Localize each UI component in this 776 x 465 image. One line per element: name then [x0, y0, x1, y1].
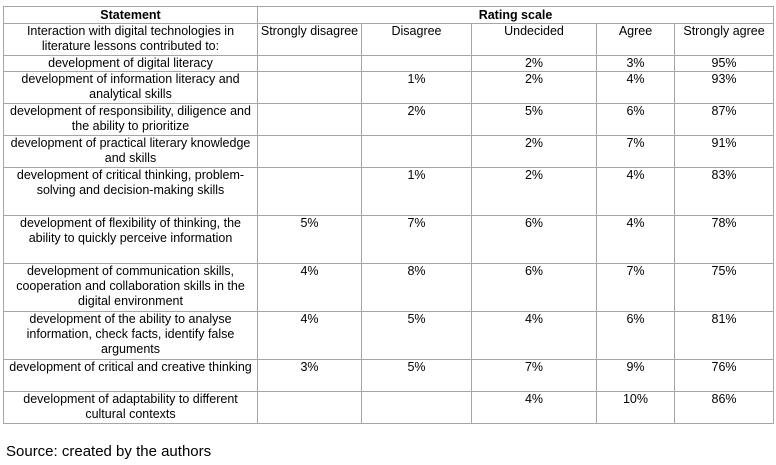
agree-cell: 4% [596, 215, 675, 264]
strongly-agree-cell: 87% [673, 103, 775, 136]
strongly-agree-cell: 95% [673, 55, 775, 72]
undecided-cell: 6% [471, 215, 597, 264]
table-row: development of flexibility of thinking, … [3, 215, 775, 264]
disagree-cell [361, 391, 472, 424]
strongly-agree-cell: 75% [673, 263, 775, 312]
table-header-row: Statement Rating scale [3, 6, 775, 24]
disagree-cell: 5% [361, 359, 472, 392]
undecided-cell: 2% [471, 71, 597, 104]
undecided-cell: 4% [471, 311, 597, 360]
column-strongly-disagree: Strongly disagree [257, 23, 362, 56]
strongly-disagree-cell: 3% [257, 359, 362, 392]
table-row: development of critical thinking, proble… [3, 167, 775, 216]
disagree-cell: 1% [361, 167, 472, 216]
agree-cell: 10% [596, 391, 675, 424]
strongly-agree-cell: 76% [673, 359, 775, 392]
statement-cell: development of flexibility of thinking, … [3, 215, 258, 264]
strongly-disagree-cell: 4% [257, 263, 362, 312]
undecided-cell: 2% [471, 55, 597, 72]
agree-cell: 7% [596, 263, 675, 312]
statement-cell: development of communication skills, coo… [3, 263, 258, 312]
survey-results-table: Statement Rating scale Interaction with … [3, 6, 775, 424]
source-note: Source: created by the authors [6, 443, 212, 460]
strongly-disagree-cell: 4% [257, 311, 362, 360]
statement-cell: development of practical literary knowle… [3, 135, 258, 168]
column-agree: Agree [596, 23, 675, 56]
statement-cell: development of information literacy and … [3, 71, 258, 104]
undecided-cell: 2% [471, 135, 597, 168]
statement-cell: development of digital literacy [3, 55, 258, 72]
table-subheader-row: Interaction with digital technologies in… [3, 23, 775, 56]
statement-header: Statement [3, 6, 258, 24]
disagree-cell [361, 135, 472, 168]
disagree-cell: 5% [361, 311, 472, 360]
table-row: development of communication skills, coo… [3, 263, 775, 312]
undecided-cell: 6% [471, 263, 597, 312]
strongly-agree-cell: 78% [673, 215, 775, 264]
strongly-disagree-cell [257, 55, 362, 72]
statement-cell: development of critical thinking, proble… [3, 167, 258, 216]
agree-cell: 4% [596, 71, 675, 104]
agree-cell: 6% [596, 103, 675, 136]
undecided-cell: 7% [471, 359, 597, 392]
strongly-disagree-cell [257, 103, 362, 136]
undecided-cell: 4% [471, 391, 597, 424]
strongly-disagree-cell: 5% [257, 215, 362, 264]
table-row: development of responsibility, diligence… [3, 103, 775, 136]
statement-cell: development of the ability to analyse in… [3, 311, 258, 360]
column-undecided: Undecided [471, 23, 597, 56]
strongly-disagree-cell [257, 167, 362, 216]
strongly-agree-cell: 91% [673, 135, 775, 168]
table-row: development of information literacy and … [3, 71, 775, 104]
strongly-agree-cell: 81% [673, 311, 775, 360]
disagree-cell: 1% [361, 71, 472, 104]
column-disagree: Disagree [361, 23, 472, 56]
strongly-disagree-cell [257, 135, 362, 168]
rating-scale-header: Rating scale [256, 6, 775, 24]
agree-cell: 6% [596, 311, 675, 360]
agree-cell: 7% [596, 135, 675, 168]
statement-intro: Interaction with digital technologies in… [3, 23, 258, 56]
table-row: development of critical and creative thi… [3, 359, 775, 392]
agree-cell: 3% [596, 55, 675, 72]
statement-cell: development of adaptability to different… [3, 391, 258, 424]
table-row: development of adaptability to different… [3, 391, 775, 424]
disagree-cell [361, 55, 472, 72]
strongly-disagree-cell [257, 71, 362, 104]
column-strongly-agree: Strongly agree [673, 23, 775, 56]
undecided-cell: 5% [471, 103, 597, 136]
statement-cell: development of critical and creative thi… [3, 359, 258, 392]
agree-cell: 9% [596, 359, 675, 392]
strongly-agree-cell: 86% [673, 391, 775, 424]
disagree-cell: 8% [361, 263, 472, 312]
strongly-agree-cell: 83% [673, 167, 775, 216]
undecided-cell: 2% [471, 167, 597, 216]
table-row: development of the ability to analyse in… [3, 311, 775, 360]
table-row: development of practical literary knowle… [3, 135, 775, 168]
disagree-cell: 7% [361, 215, 472, 264]
disagree-cell: 2% [361, 103, 472, 136]
strongly-disagree-cell [257, 391, 362, 424]
statement-cell: development of responsibility, diligence… [3, 103, 258, 136]
table-row: development of digital literacy 2% 3% 95… [3, 55, 775, 72]
agree-cell: 4% [596, 167, 675, 216]
strongly-agree-cell: 93% [673, 71, 775, 104]
